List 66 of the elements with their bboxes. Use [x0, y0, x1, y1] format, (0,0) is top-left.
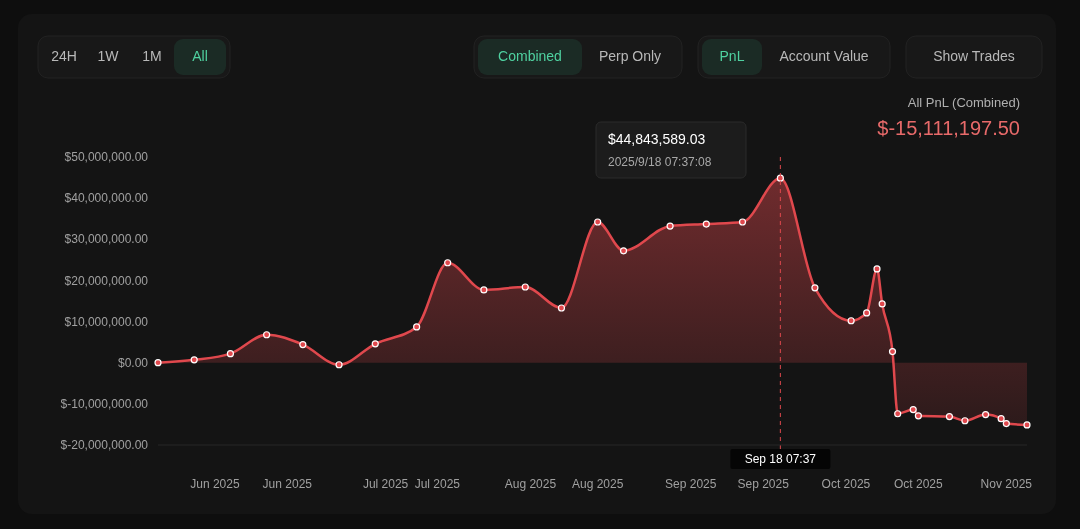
point [619, 247, 628, 255]
point [888, 348, 897, 356]
y-tick-label: $30,000,000.00 [64, 232, 149, 247]
point [594, 218, 602, 226]
y-tick-label: $-10,000,000.00 [60, 397, 149, 412]
point [894, 410, 902, 418]
x-tick-label: Jul 2025 [362, 477, 409, 491]
x-tick-label: Oct 2025 [821, 477, 871, 491]
point [226, 350, 235, 358]
x-tick-label: Nov 2025 [980, 477, 1033, 491]
text: 1M [142, 48, 162, 64]
point [909, 406, 917, 414]
point [521, 283, 529, 291]
point [1023, 421, 1031, 429]
y-tick-label: $50,000,000.00 [64, 150, 149, 165]
chart-title: All PnL (Combined) [907, 95, 1020, 110]
point [982, 410, 990, 419]
x-tick-label: Jun 2025 [262, 477, 313, 491]
point [873, 265, 881, 273]
text: Perp Only [598, 48, 662, 64]
text: Combined [498, 48, 562, 64]
point [702, 220, 710, 228]
point [557, 304, 566, 312]
text: Account Value [779, 48, 869, 64]
point [263, 331, 271, 339]
text: 1W [97, 48, 120, 64]
point [299, 341, 307, 349]
chart-subtitle: $-15,111,197.50 [877, 117, 1020, 139]
point [847, 317, 855, 325]
text: $44,843,589.03 [608, 131, 706, 147]
point [666, 222, 674, 230]
point [863, 309, 871, 317]
text: PnL [719, 48, 745, 64]
y-tick-label: $10,000,000.00 [64, 314, 149, 329]
x-tick-label: Aug 2025 [571, 477, 624, 491]
ref-line-label: Sep 18 07:37 [744, 452, 817, 466]
x-tick-label: Jun 2025 [190, 477, 240, 491]
x-tick-label: Oct 2025 [894, 477, 944, 491]
annotation: 2025/9/18 07:37:08 [608, 155, 712, 169]
point [371, 340, 379, 348]
x-tick-label: Jul 2025 [414, 477, 461, 491]
point [1002, 420, 1010, 428]
x-tick-label: Sep 2025 [737, 477, 790, 491]
point [738, 218, 747, 226]
point [413, 323, 421, 331]
point [335, 361, 343, 369]
point [776, 174, 784, 182]
point [997, 415, 1005, 423]
point [914, 412, 922, 420]
text: All [192, 48, 208, 64]
text: Show Trades [933, 48, 1015, 64]
y-tick-label: $0.00 [117, 355, 149, 370]
point [961, 417, 969, 425]
x-tick-label: Sep 2025 [665, 477, 717, 491]
point [480, 286, 488, 294]
point [444, 259, 452, 267]
y-tick-label: $40,000,000.00 [64, 191, 149, 206]
y-tick-label: $20,000,000.00 [64, 273, 149, 288]
point [154, 359, 162, 367]
point [811, 284, 819, 292]
point [878, 300, 886, 308]
point [945, 413, 954, 421]
text: 24H [51, 48, 77, 64]
y-tick-label: $-20,000,000.00 [60, 438, 149, 453]
x-tick-label: Aug 2025 [504, 477, 557, 491]
point [190, 356, 198, 364]
